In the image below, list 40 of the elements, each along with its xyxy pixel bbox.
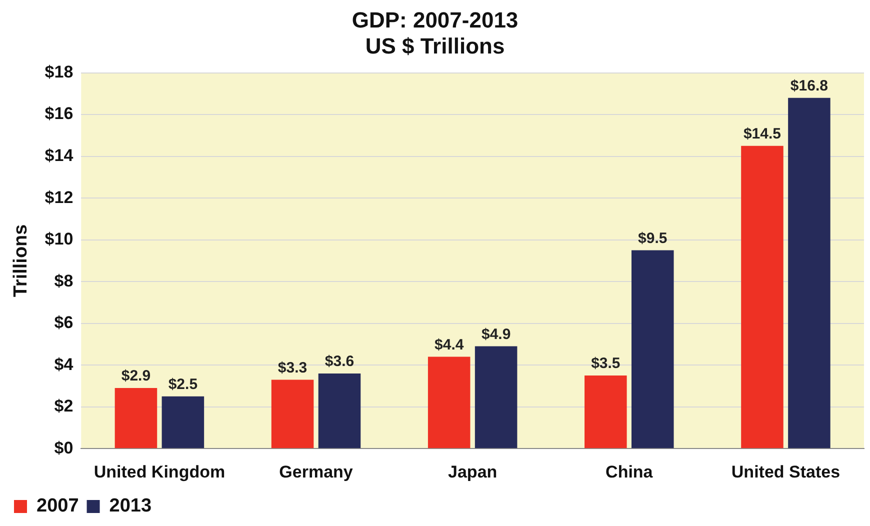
data-label: $9.5 <box>638 230 668 247</box>
bar <box>741 146 784 448</box>
data-label: $16.8 <box>790 77 828 94</box>
chart-subtitle: US $ Trillions <box>365 34 505 59</box>
y-tick-label: $18 <box>44 62 74 82</box>
data-label: $2.9 <box>121 368 151 385</box>
data-label: $14.5 <box>743 126 782 143</box>
x-tick-label: China <box>606 462 654 482</box>
bar <box>788 98 830 448</box>
bar <box>162 396 204 448</box>
data-label: $3.5 <box>591 355 620 372</box>
y-tick-label: $8 <box>54 271 74 290</box>
x-tick-label: United States <box>731 462 840 482</box>
y-tick-label: $2 <box>54 396 74 416</box>
data-label: $3.6 <box>324 353 354 370</box>
x-tick-label: Japan <box>448 462 498 482</box>
y-tick-label: $16 <box>44 104 74 124</box>
data-label: $2.5 <box>168 376 198 394</box>
data-label: $4.9 <box>481 326 511 343</box>
legend-label: 2013 <box>109 496 152 517</box>
x-tick-label: Germany <box>279 462 354 482</box>
legend-label: 2007 <box>36 496 79 517</box>
y-tick-label: $12 <box>44 188 74 207</box>
y-tick-label: $10 <box>44 230 74 249</box>
y-tick-label: $0 <box>54 438 74 458</box>
y-tick-label: $4 <box>54 354 74 374</box>
bar <box>584 376 627 448</box>
bar <box>271 380 314 448</box>
x-tick-label: United Kingdom <box>94 462 226 482</box>
data-label: $3.3 <box>278 359 308 376</box>
bar <box>631 250 674 448</box>
data-label: $4.4 <box>434 336 464 354</box>
chart-title: GDP: 2007-2013 <box>352 7 518 32</box>
bar <box>114 388 158 448</box>
bar <box>428 356 470 448</box>
y-tick-label: $6 <box>54 313 74 332</box>
y-tick-label: $14 <box>44 146 74 165</box>
y-axis-title: Trillions <box>10 224 32 298</box>
bar <box>474 346 518 448</box>
bar <box>318 373 361 448</box>
